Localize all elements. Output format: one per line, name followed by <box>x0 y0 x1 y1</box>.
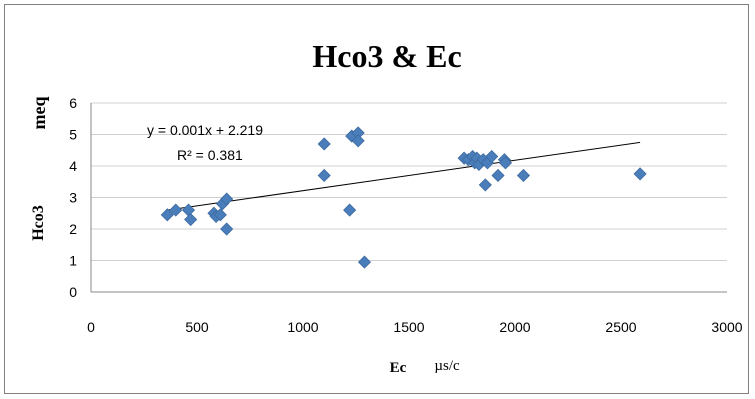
y-tick-label: 4 <box>69 158 77 174</box>
trendline <box>167 141 641 211</box>
x-axis-unit: µs/c <box>434 358 460 374</box>
chart-frame: 0 1 2 3 4 5 6 0 500 1000 1500 2000 2500 3000 Hco3 & E… <box>4 4 749 394</box>
trendline-equation: y = 0.001x + 2.219 <box>147 122 263 138</box>
y-tick-label: 0 <box>69 284 77 300</box>
y-tick-label: 2 <box>69 221 77 237</box>
chart-title: Hco3 & Ec <box>312 38 461 74</box>
x-tick-label: 3000 <box>711 319 742 335</box>
data-points <box>160 126 647 269</box>
y-axis-unit: meq <box>29 97 49 130</box>
data-point <box>184 212 198 227</box>
data-point <box>160 208 174 222</box>
data-point <box>343 203 357 217</box>
x-axis-label: Ec <box>390 360 407 376</box>
y-tick-label: 1 <box>69 253 77 269</box>
x-tick-label: 1500 <box>393 319 424 335</box>
data-point <box>169 203 183 217</box>
gridlines <box>91 102 727 261</box>
y-tick-label: 3 <box>69 190 77 206</box>
x-tick-label: 2500 <box>605 319 636 335</box>
data-point <box>317 137 331 151</box>
data-point <box>213 208 227 222</box>
scatter-chart: 0 1 2 3 4 5 6 0 500 1000 1500 2000 2500 3000 Hco3 & E… <box>29 38 743 376</box>
data-point <box>498 156 513 170</box>
data-point <box>317 168 331 183</box>
x-tick-label: 0 <box>87 319 95 335</box>
x-tick-label: 2000 <box>499 319 530 335</box>
data-point <box>220 222 234 236</box>
y-tick-label: 5 <box>69 127 77 143</box>
y-tick-label: 6 <box>69 95 77 111</box>
data-point <box>633 167 647 181</box>
data-point <box>478 178 492 192</box>
trendline-r-squared: R² = 0.381 <box>177 147 243 163</box>
data-point <box>351 134 365 148</box>
y-axis-label: Hco3 <box>30 205 47 241</box>
data-point <box>357 255 372 269</box>
data-point <box>485 149 499 164</box>
data-point <box>181 203 196 217</box>
data-point <box>491 168 505 183</box>
x-tick-label: 1000 <box>287 319 318 335</box>
x-tick-label: 500 <box>185 319 209 335</box>
tick-labels: 0 1 2 3 4 5 6 0 500 1000 1500 2000 2500 3000 <box>69 95 743 335</box>
data-point <box>516 168 531 183</box>
data-point <box>220 192 234 206</box>
